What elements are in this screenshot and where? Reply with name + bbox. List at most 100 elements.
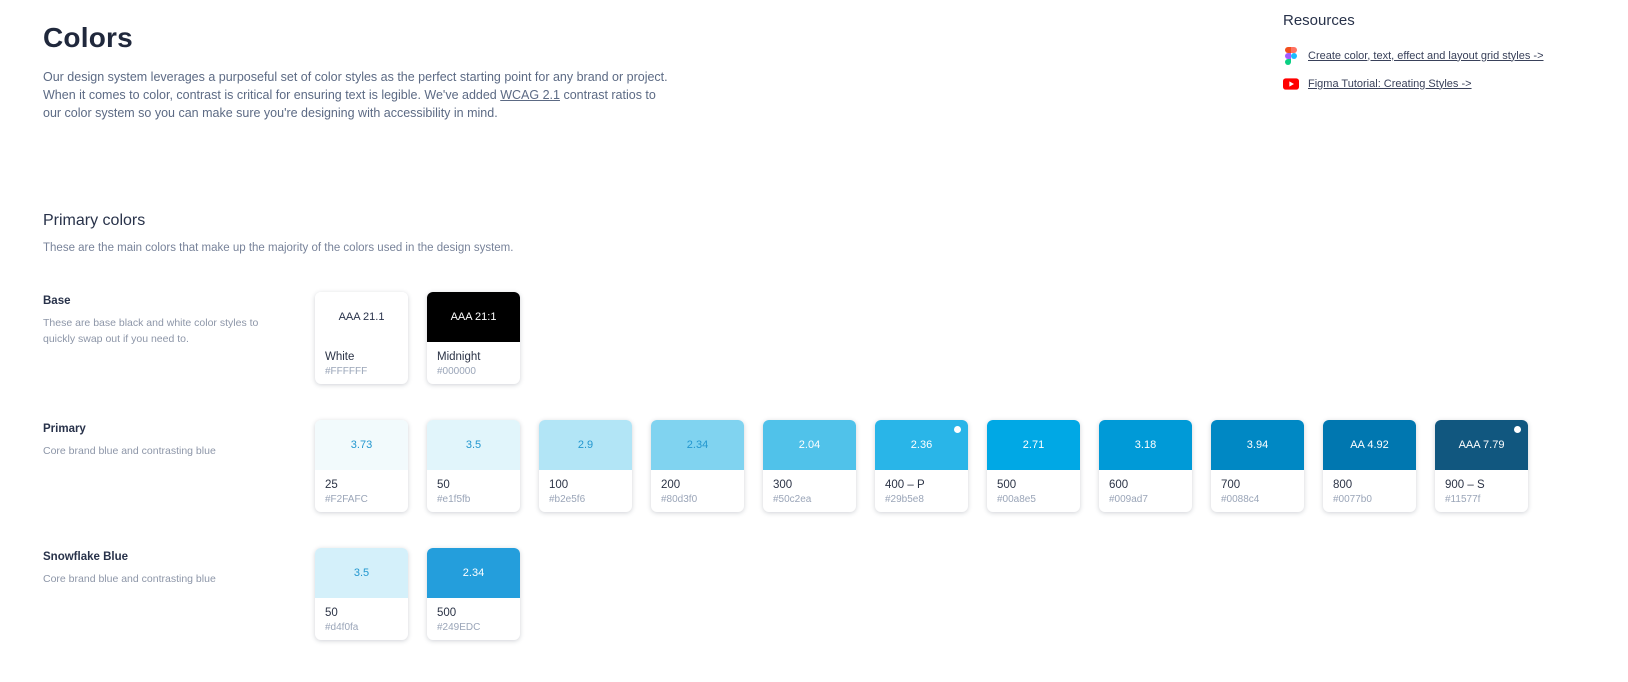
row-description: Core brand blue and contrasting blue xyxy=(43,573,216,585)
row-title: Primary xyxy=(43,423,86,435)
swatch-info: 25 #F2FAFC xyxy=(315,470,408,505)
swatch-info: 500 #249EDC xyxy=(427,598,520,633)
color-swatch-card[interactable]: AAA 21.1 White #FFFFFF xyxy=(315,292,408,384)
swatch-color-area: 2.04 xyxy=(763,420,856,470)
page-title: Colors xyxy=(43,22,133,53)
row-title: Snowflake Blue xyxy=(43,551,128,563)
swatch-name: 50 xyxy=(437,479,450,491)
swatch-hex: #009ad7 xyxy=(1109,494,1148,505)
figma-icon xyxy=(1283,46,1299,65)
contrast-ratio-label: 3.5 xyxy=(353,567,370,579)
swatch-name: Midnight xyxy=(437,351,481,363)
key-style-dot-indicator xyxy=(1514,426,1521,433)
swatch-hex: #F2FAFC xyxy=(325,494,368,505)
color-rows: Base These are base black and white colo… xyxy=(43,292,1547,676)
swatch-info: 400 – P #29b5e8 xyxy=(875,470,968,505)
swatch-name: 100 xyxy=(549,479,569,491)
swatch-color-area: 3.5 xyxy=(427,420,520,470)
swatch-hex: #FFFFFF xyxy=(325,366,368,377)
color-swatch-card[interactable]: 2.71 500 #00a8e5 xyxy=(987,420,1080,512)
swatch-color-area: 3.18 xyxy=(1099,420,1192,470)
swatch-color-area: AAA 21:1 xyxy=(427,292,520,342)
row-title: Base xyxy=(43,295,71,307)
swatch-info: 700 #0088c4 xyxy=(1211,470,1304,505)
swatch-hex: #e1f5fb xyxy=(437,494,471,505)
contrast-ratio-label: 2.71 xyxy=(1022,439,1045,451)
swatch-color-area: 3.73 xyxy=(315,420,408,470)
color-swatch-card[interactable]: 3.73 25 #F2FAFC xyxy=(315,420,408,512)
swatch-hex: #00a8e5 xyxy=(997,494,1036,505)
contrast-ratio-label: 3.73 xyxy=(350,439,373,451)
resources-panel: Resources Create color, text, effect and… xyxy=(1283,12,1544,102)
swatch-color-area: 2.36 xyxy=(875,420,968,470)
swatch-color-area: 2.71 xyxy=(987,420,1080,470)
swatch-name: 300 xyxy=(773,479,793,491)
swatch-name: 500 xyxy=(997,479,1017,491)
swatch-cards: 3.73 25 #F2FAFC 3.5 50 #e1f5fb 2.9 100 #… xyxy=(315,420,1547,512)
color-swatch-card[interactable]: 2.34 500 #249EDC xyxy=(427,548,520,640)
resource-link[interactable]: Create color, text, effect and layout gr… xyxy=(1308,49,1544,62)
contrast-ratio-label: 2.04 xyxy=(798,439,821,451)
swatch-info: Midnight #000000 xyxy=(427,342,520,377)
swatch-name: 800 xyxy=(1333,479,1353,491)
row-label: Base These are base black and white colo… xyxy=(43,292,315,384)
color-swatch-card[interactable]: 3.5 50 #e1f5fb xyxy=(427,420,520,512)
swatch-name: 900 – S xyxy=(1445,479,1485,491)
swatch-color-area: 2.9 xyxy=(539,420,632,470)
intro-section: Colors Our design system leverages a pur… xyxy=(43,22,668,122)
resource-link-row: Figma Tutorial: Creating Styles -> xyxy=(1283,74,1544,93)
color-swatch-card[interactable]: AA 4.92 800 #0077b0 xyxy=(1323,420,1416,512)
swatch-color-area: AA 4.92 xyxy=(1323,420,1416,470)
intro-text-after: contrast ratios to our color system so y… xyxy=(43,88,656,120)
color-row: Snowflake Blue Core brand blue and contr… xyxy=(43,548,1547,640)
intro-text-before: Our design system leverages a purposeful… xyxy=(43,70,668,102)
swatch-hex: #0077b0 xyxy=(1333,494,1372,505)
color-swatch-card[interactable]: 2.36 400 – P #29b5e8 xyxy=(875,420,968,512)
swatch-info: 300 #50c2ea xyxy=(763,470,856,505)
color-swatch-card[interactable]: 3.18 600 #009ad7 xyxy=(1099,420,1192,512)
swatch-hex: #29b5e8 xyxy=(885,494,924,505)
resource-link-row: Create color, text, effect and layout gr… xyxy=(1283,46,1544,65)
swatch-info: 500 #00a8e5 xyxy=(987,470,1080,505)
contrast-ratio-label: 2.9 xyxy=(577,439,594,451)
swatch-name: 50 xyxy=(325,607,338,619)
color-swatch-card[interactable]: 2.9 100 #b2e5f6 xyxy=(539,420,632,512)
swatch-color-area: 2.34 xyxy=(651,420,744,470)
contrast-ratio-label: 3.94 xyxy=(1246,439,1269,451)
swatch-color-area: 3.94 xyxy=(1211,420,1304,470)
color-swatch-card[interactable]: 3.5 50 #d4f0fa xyxy=(315,548,408,640)
swatch-hex: #11577f xyxy=(1445,494,1481,505)
color-swatch-card[interactable]: 3.94 700 #0088c4 xyxy=(1211,420,1304,512)
color-swatch-card[interactable]: 2.04 300 #50c2ea xyxy=(763,420,856,512)
swatch-hex: #b2e5f6 xyxy=(549,494,586,505)
wcag-link[interactable]: WCAG 2.1 xyxy=(500,88,560,102)
section-heading: Primary colors xyxy=(43,212,146,229)
swatch-hex: #0088c4 xyxy=(1221,494,1260,505)
swatch-info: White #FFFFFF xyxy=(315,342,408,377)
resources-heading: Resources xyxy=(1283,12,1355,29)
swatch-hex: #80d3f0 xyxy=(661,494,698,505)
contrast-ratio-label: 2.36 xyxy=(910,439,933,451)
color-swatch-card[interactable]: 2.34 200 #80d3f0 xyxy=(651,420,744,512)
swatch-info: 800 #0077b0 xyxy=(1323,470,1416,505)
swatch-hex: #d4f0fa xyxy=(325,622,359,633)
key-style-dot-indicator xyxy=(954,426,961,433)
section-description: These are the main colors that make up t… xyxy=(43,242,514,254)
swatch-name: 25 xyxy=(325,479,338,491)
color-swatch-card[interactable]: AAA 21:1 Midnight #000000 xyxy=(427,292,520,384)
swatch-hex: #000000 xyxy=(437,366,476,377)
swatch-info: 50 #e1f5fb xyxy=(427,470,520,505)
contrast-ratio-label: 2.34 xyxy=(686,439,709,451)
color-swatch-card[interactable]: AAA 7.79 900 – S #11577f xyxy=(1435,420,1528,512)
swatch-info: 100 #b2e5f6 xyxy=(539,470,632,505)
youtube-icon xyxy=(1283,77,1299,90)
swatch-info: 900 – S #11577f xyxy=(1435,470,1528,505)
swatch-name: 200 xyxy=(661,479,681,491)
contrast-ratio-label: AA 4.92 xyxy=(1350,439,1389,451)
intro-paragraph: Our design system leverages a purposeful… xyxy=(43,68,668,122)
swatch-info: 200 #80d3f0 xyxy=(651,470,744,505)
resource-link[interactable]: Figma Tutorial: Creating Styles -> xyxy=(1308,77,1472,90)
swatch-color-area: AAA 7.79 xyxy=(1435,420,1528,470)
swatch-name: 500 xyxy=(437,607,457,619)
swatch-info: 50 #d4f0fa xyxy=(315,598,408,633)
